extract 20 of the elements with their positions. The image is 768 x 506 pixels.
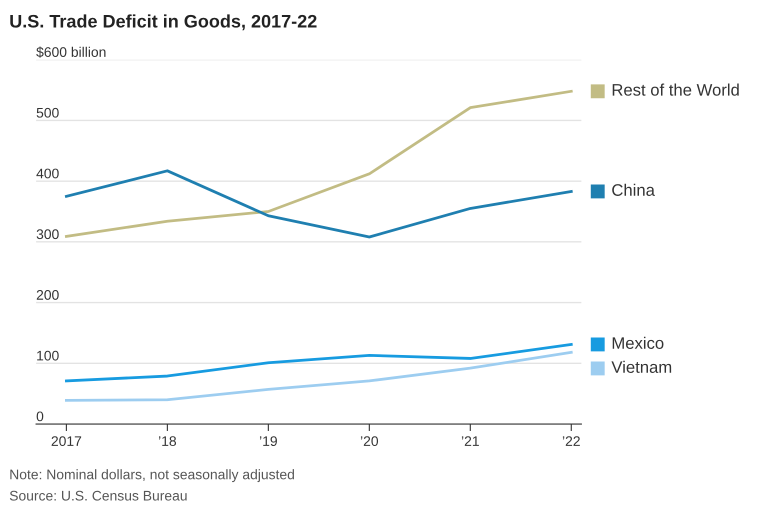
text: Note: Nominal dollars, not seasonally adjusted xyxy=(10,469,294,482)
legend-label: China xyxy=(612,184,655,196)
source-note: Source: U.S. Census Bureau xyxy=(10,490,187,501)
legend-label: Vietnam xyxy=(611,360,672,373)
y-tick-label: 400 xyxy=(36,168,59,178)
x-tick-label: ’20 xyxy=(360,436,378,446)
x-tick-label: ’19 xyxy=(260,436,277,446)
x-tick-label: ’18 xyxy=(158,436,176,446)
x-tick-label: 2017 xyxy=(52,436,82,446)
x-tick-label: ’21 xyxy=(462,436,479,446)
y-tick-label: 500 xyxy=(36,108,59,118)
x-tick-label: ’22 xyxy=(562,436,580,446)
y-tick-label: 100 xyxy=(37,350,59,361)
y-tick-label: 200 xyxy=(36,290,59,300)
legend-label: Mexico xyxy=(612,336,664,349)
legend-label: Rest of the World xyxy=(612,84,739,96)
y-tick-label: 0 xyxy=(36,411,44,422)
y-tick-label: 300 xyxy=(36,229,59,240)
y-tick-label: $600 billion xyxy=(36,46,106,58)
chart-title: U.S. Trade Deficit in Goods, 2017-22 xyxy=(10,14,317,30)
